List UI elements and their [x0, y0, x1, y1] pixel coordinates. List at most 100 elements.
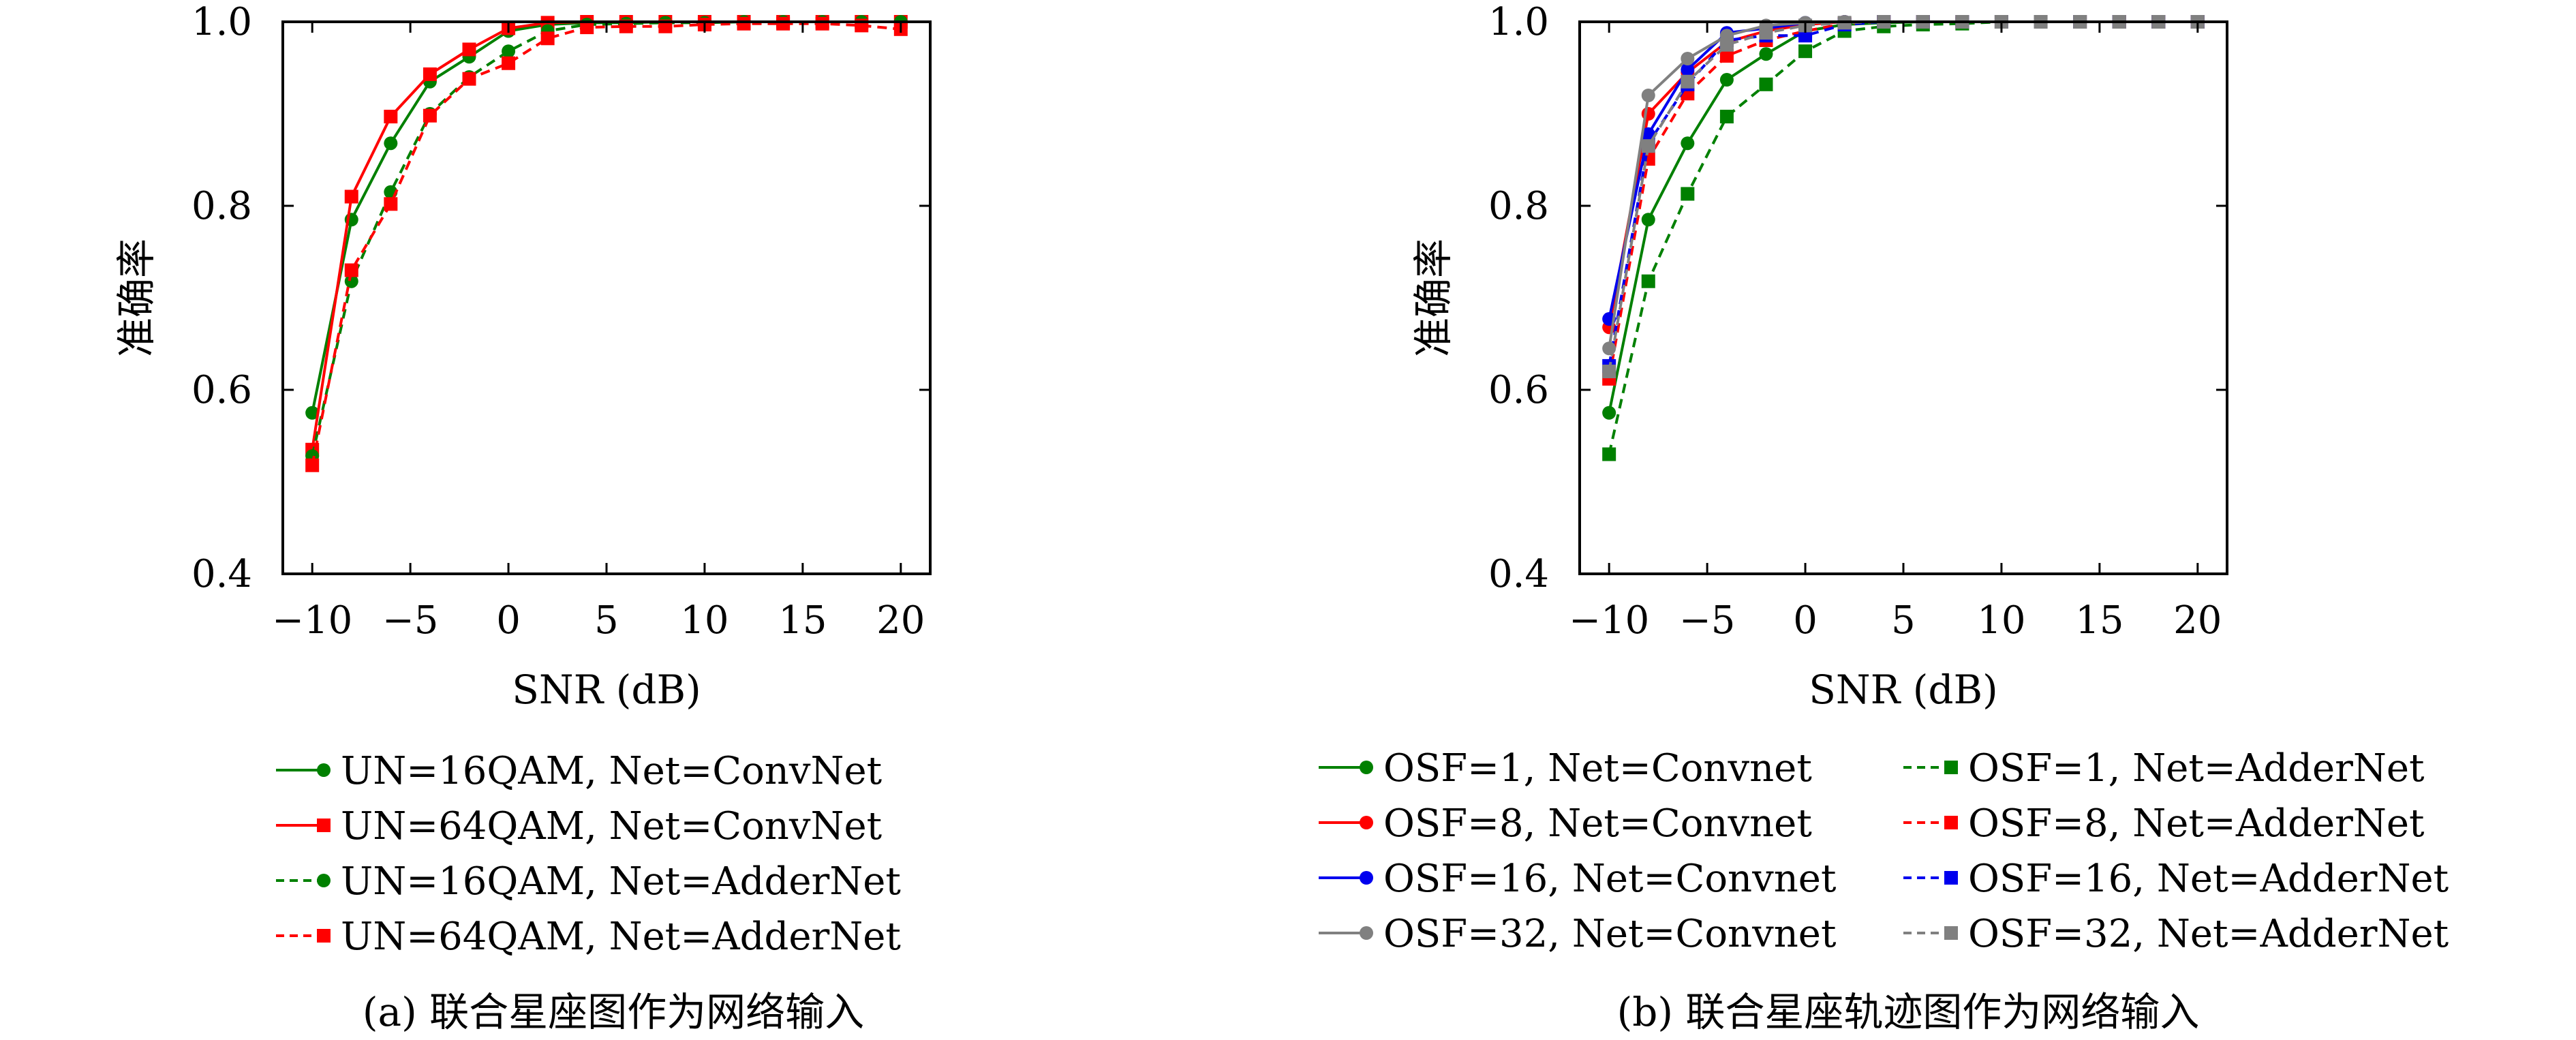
data-point	[305, 458, 320, 472]
y-tick-label: 0.8	[1488, 184, 1549, 228]
y-tick-label: 1.0	[1488, 0, 1549, 44]
legend-swatch-marker	[317, 763, 331, 777]
legend-label: OSF=32, Net=AdderNet	[1968, 912, 2449, 956]
data-point	[1681, 74, 1695, 89]
legend-item: UN=64QAM, Net=ConvNet	[276, 804, 883, 848]
series-line	[311, 20, 901, 450]
legend-label: OSF=16, Net=Convnet	[1383, 857, 1837, 901]
data-point	[1681, 52, 1695, 65]
data-point	[1641, 139, 1655, 153]
data-point	[1719, 73, 1734, 87]
x-tick-label: 0	[496, 598, 521, 643]
data-point	[737, 16, 751, 31]
chart-panel-b: −10 −5 0 5 10 15 20 0.4 0.6 0.8 1.0 SNR (dB) 准确率 OSF=…	[1319, 0, 2449, 1035]
legend-swatch-marker	[1944, 926, 1958, 940]
x-tick-label: 5	[594, 598, 619, 643]
data-point	[462, 42, 476, 57]
series-2	[305, 15, 908, 457]
plot-area	[1602, 15, 2205, 461]
legend-label: OSF=8, Net=AdderNet	[1968, 801, 2425, 846]
data-point	[1719, 48, 1734, 63]
data-point	[815, 16, 829, 31]
y-axis-label: 准确率	[1410, 239, 1456, 357]
series-3	[305, 15, 908, 463]
data-point	[423, 108, 437, 123]
chart-caption: (b) 联合星座轨迹图作为网络输入	[1617, 989, 2200, 1035]
legend-item: OSF=16, Net=AdderNet	[1903, 857, 2449, 901]
x-tick-label: 5	[1891, 598, 1916, 643]
x-axis-label: SNR (dB)	[1809, 667, 1998, 713]
plot-frame	[281, 20, 932, 575]
data-point	[1681, 187, 1695, 201]
legend-item: OSF=8, Net=Convnet	[1319, 801, 1812, 846]
x-tick-label: 20	[876, 598, 925, 643]
x-tick-label: 20	[2173, 598, 2222, 643]
data-point	[344, 189, 358, 204]
legend-swatch-marker	[1360, 761, 1373, 774]
data-point	[1798, 44, 1813, 59]
legend-swatch-marker	[1360, 816, 1373, 829]
data-point	[1641, 89, 1655, 102]
legend-item: OSF=1, Net=Convnet	[1319, 746, 1812, 791]
x-tick-label: 15	[778, 598, 827, 643]
plot-frame	[1578, 20, 2228, 575]
legend-label: UN=64QAM, Net=AdderNet	[341, 915, 901, 959]
legend: OSF=1, Net=Convnet OSF=1, Net=AdderNet OSF…	[1319, 746, 2449, 956]
x-tick-label: 0	[1793, 598, 1818, 643]
legend-item: OSF=8, Net=AdderNet	[1903, 801, 2425, 846]
data-point	[384, 110, 398, 124]
data-point	[344, 274, 358, 288]
legend-item: UN=64QAM, Net=AdderNet	[276, 915, 901, 959]
legend-label: UN=16QAM, Net=AdderNet	[341, 859, 901, 904]
data-point	[462, 72, 476, 86]
data-point	[502, 44, 516, 59]
y-tick-label: 0.6	[191, 368, 252, 412]
legend-label: OSF=1, Net=Convnet	[1383, 746, 1812, 791]
data-point	[1719, 37, 1734, 52]
y-tick-label: 0.4	[1488, 552, 1549, 596]
data-point	[344, 263, 358, 277]
series-line	[1608, 20, 2198, 380]
y-tick-label: 0.4	[191, 552, 252, 596]
series-line	[311, 22, 901, 466]
data-point	[384, 136, 398, 151]
x-tick-label: −10	[272, 598, 352, 643]
data-point	[1719, 110, 1734, 124]
x-tick-label: −5	[382, 598, 439, 643]
x-axis-label: SNR (dB)	[512, 667, 701, 713]
x-tick-label: 10	[680, 598, 729, 643]
legend-swatch-marker	[1944, 761, 1958, 774]
data-point	[423, 67, 437, 81]
chart-caption: (a) 联合星座图作为网络输入	[363, 989, 864, 1035]
data-point	[1681, 63, 1695, 77]
legend-swatch-marker	[317, 929, 331, 943]
y-tick-label: 1.0	[191, 0, 252, 44]
series-line	[1608, 20, 2198, 372]
legend-swatch-marker	[317, 819, 331, 832]
legend-swatch-marker	[317, 874, 331, 887]
legend-item: OSF=1, Net=AdderNet	[1903, 746, 2425, 791]
data-point	[776, 16, 791, 31]
legend-swatch-marker	[1944, 816, 1958, 829]
x-tick-label: −5	[1679, 598, 1736, 643]
legend-label: OSF=8, Net=Convnet	[1383, 801, 1812, 846]
x-tick-label: −10	[1569, 598, 1649, 643]
data-point	[1681, 136, 1695, 151]
data-point	[1602, 365, 1616, 378]
data-point	[1602, 447, 1616, 461]
data-point	[1641, 274, 1655, 288]
legend-item: UN=16QAM, Net=ConvNet	[276, 749, 883, 793]
plot-area	[305, 15, 908, 472]
series-line	[311, 20, 901, 457]
legend: UN=16QAM, Net=ConvNet UN=64QAM, Net=ConvN…	[276, 749, 901, 959]
data-point	[305, 406, 320, 420]
y-tick-label: 0.8	[191, 184, 252, 228]
data-point	[580, 20, 594, 35]
legend-label: OSF=1, Net=AdderNet	[1968, 746, 2425, 791]
x-tick-label: 15	[2075, 598, 2123, 643]
legend-item: OSF=32, Net=Convnet	[1319, 912, 1837, 956]
legend-label: UN=64QAM, Net=ConvNet	[341, 804, 883, 848]
legend-swatch-marker	[1360, 871, 1373, 885]
data-point	[502, 56, 516, 70]
